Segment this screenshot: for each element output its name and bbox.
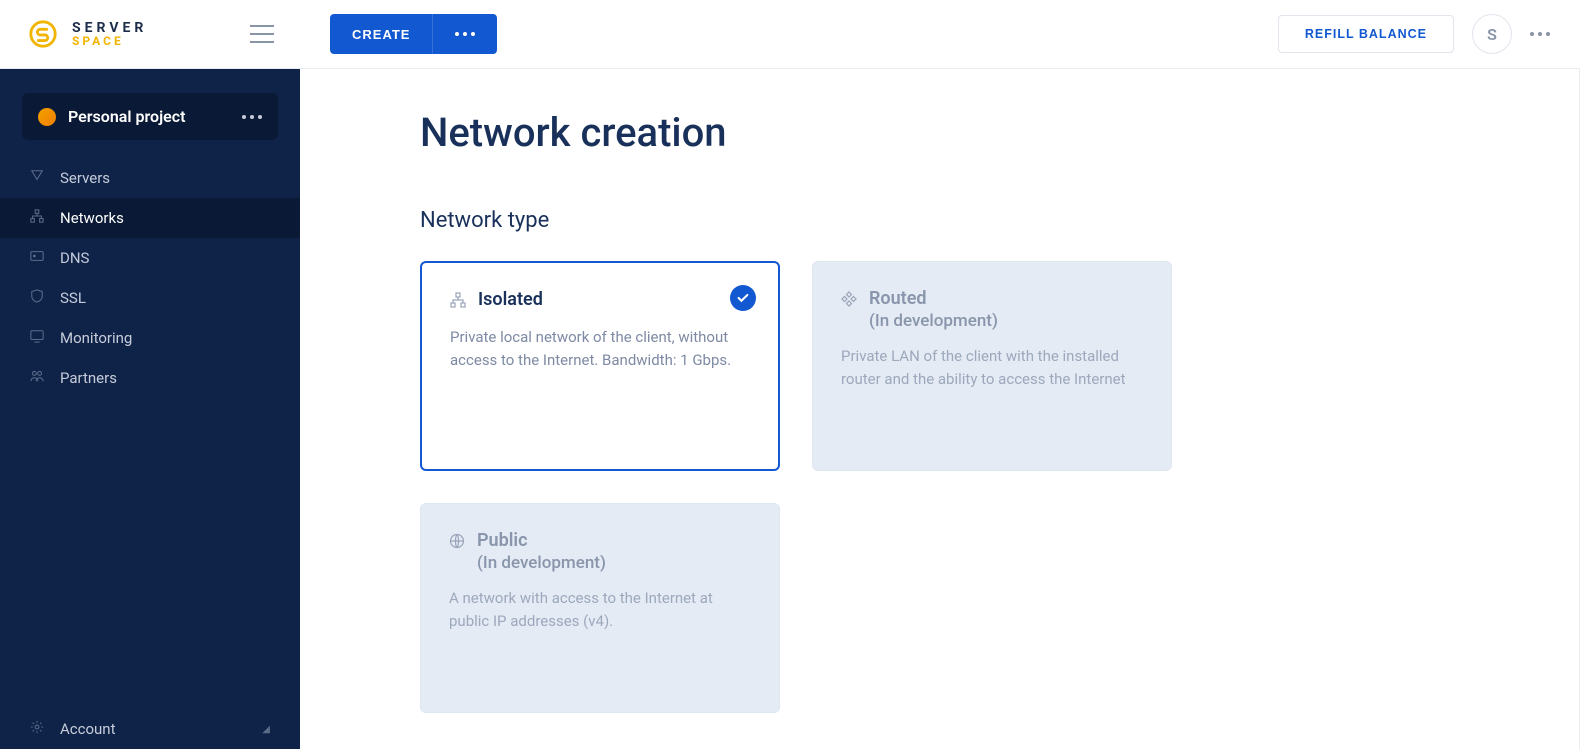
sidebar-item-account[interactable]: Account ◢ bbox=[0, 709, 300, 749]
card-title: Routed bbox=[869, 288, 998, 309]
card-title: Public bbox=[477, 530, 606, 551]
server-down-icon bbox=[30, 169, 46, 187]
create-button-group: CREATE bbox=[330, 14, 497, 54]
sidebar-item-monitoring[interactable]: Monitoring bbox=[0, 318, 300, 358]
card-public: Public (In development) A network with a… bbox=[420, 503, 780, 713]
network-icon bbox=[30, 209, 46, 227]
project-selector[interactable]: Personal project bbox=[22, 93, 278, 140]
sidebar: Personal project Servers Networks DNS SS… bbox=[0, 69, 300, 749]
refill-balance-button[interactable]: REFILL BALANCE bbox=[1278, 15, 1454, 53]
card-description: Private LAN of the client with the insta… bbox=[841, 345, 1143, 390]
page-title: Network creation bbox=[420, 109, 1579, 156]
card-subtitle: (In development) bbox=[869, 311, 998, 331]
sidebar-item-ssl[interactable]: SSL bbox=[0, 278, 300, 318]
project-name: Personal project bbox=[68, 107, 230, 126]
topbar: SERVER SPACE CREATE REFILL BALANCE S bbox=[0, 0, 1580, 69]
sidebar-item-dns[interactable]: DNS bbox=[0, 238, 300, 278]
gear-icon bbox=[30, 720, 46, 738]
card-routed: Routed (In development) Private LAN of t… bbox=[812, 261, 1172, 471]
card-title: Isolated bbox=[478, 289, 543, 310]
sidebar-item-partners[interactable]: Partners bbox=[0, 358, 300, 398]
project-color-icon bbox=[38, 108, 56, 126]
routed-network-icon bbox=[841, 291, 857, 311]
card-subtitle: (In development) bbox=[477, 553, 606, 573]
sidebar-item-label: Partners bbox=[60, 369, 117, 387]
user-avatar[interactable]: S bbox=[1472, 14, 1512, 54]
sidebar-item-label: SSL bbox=[60, 289, 86, 307]
card-description: A network with access to the Internet at… bbox=[449, 587, 751, 632]
card-description: Private local network of the client, wit… bbox=[450, 326, 750, 371]
monitor-icon bbox=[30, 329, 46, 347]
section-title: Network type bbox=[420, 208, 1579, 233]
shield-icon bbox=[30, 289, 46, 307]
create-button[interactable]: CREATE bbox=[330, 14, 432, 54]
globe-icon bbox=[449, 533, 465, 553]
sidebar-item-networks[interactable]: Networks bbox=[0, 198, 300, 238]
network-type-cards: Isolated Private local network of the cl… bbox=[420, 261, 1240, 713]
menu-toggle-icon[interactable] bbox=[250, 25, 274, 43]
main-content: Network creation Network type Isolated P… bbox=[300, 69, 1580, 749]
project-more-icon[interactable] bbox=[242, 115, 262, 119]
sidebar-item-label: Account bbox=[60, 720, 116, 738]
sidebar-item-servers[interactable]: Servers bbox=[0, 158, 300, 198]
create-more-button[interactable] bbox=[432, 14, 497, 54]
card-isolated[interactable]: Isolated Private local network of the cl… bbox=[420, 261, 780, 471]
partners-icon bbox=[30, 369, 46, 387]
topbar-more-icon[interactable] bbox=[1530, 32, 1550, 36]
isolated-network-icon bbox=[450, 292, 466, 312]
dns-icon bbox=[30, 249, 46, 267]
brand-wordmark: SERVER SPACE bbox=[72, 21, 147, 47]
brand-logo-icon bbox=[28, 19, 58, 49]
sidebar-item-label: Servers bbox=[60, 169, 110, 187]
sidebar-item-label: DNS bbox=[60, 249, 89, 267]
caret-up-icon: ◢ bbox=[262, 724, 270, 735]
selected-check-icon bbox=[730, 285, 756, 311]
sidebar-item-label: Networks bbox=[60, 209, 124, 227]
sidebar-item-label: Monitoring bbox=[60, 329, 132, 347]
